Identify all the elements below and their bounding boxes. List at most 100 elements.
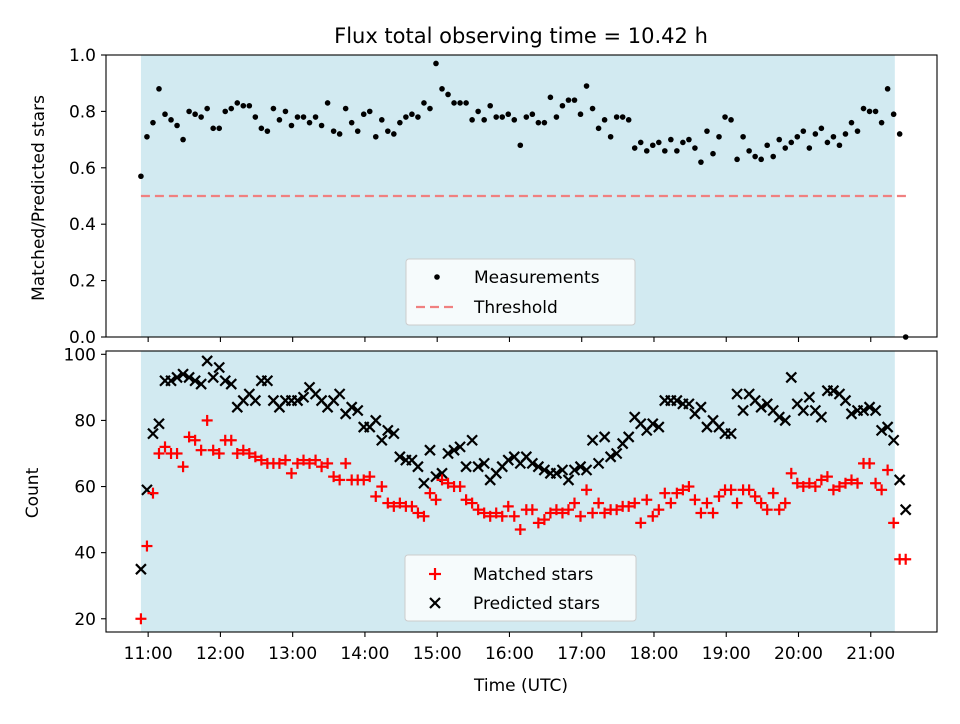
measurement-point <box>782 145 789 151</box>
x-tick-label: 13:00 <box>268 644 317 664</box>
matched-star-point <box>249 451 261 463</box>
chart-title: Flux total observing time = 10.42 h <box>334 24 708 48</box>
predicted-star-point <box>653 421 665 433</box>
predicted-star-point <box>213 361 225 374</box>
matched-star-point <box>611 504 623 516</box>
matched-star-point <box>243 447 255 459</box>
matched-star-point <box>852 477 864 489</box>
matched-star-point <box>340 457 352 469</box>
measurement-point <box>643 148 650 154</box>
measurement-point <box>312 114 319 120</box>
matched-star-point <box>358 474 370 486</box>
measurement-point <box>559 102 566 109</box>
predicted-star-point <box>580 464 593 476</box>
matched-star-point <box>195 444 207 456</box>
matched-star-point <box>484 510 496 522</box>
predicted-star-point <box>261 374 274 387</box>
matched-star-point <box>370 490 382 502</box>
matched-star-point <box>791 477 803 489</box>
measurement-point <box>318 122 325 129</box>
measurement-point <box>662 148 668 154</box>
top-y-tick-label: 0.4 <box>69 215 96 235</box>
predicted-star-point <box>857 404 870 417</box>
matched-star-point <box>671 487 683 499</box>
bottom-y-tick-label: 100 <box>64 345 96 365</box>
measurement-point <box>631 145 638 151</box>
matched-star-point <box>701 497 713 509</box>
predicted-star-point <box>773 411 786 423</box>
measurement-point <box>523 114 530 120</box>
predicted-star-point <box>351 404 364 417</box>
measurement-point <box>276 117 283 123</box>
matched-star-point <box>291 457 303 469</box>
measurement-point <box>210 125 216 132</box>
predicted-star-point <box>424 444 436 456</box>
matched-star-point <box>430 494 442 506</box>
predicted-star-point <box>550 467 563 480</box>
matched-star-point <box>695 507 707 519</box>
matched-star-point <box>207 444 219 456</box>
matched-star-point <box>526 504 538 516</box>
matched-star-point <box>581 484 593 496</box>
matched-star-point <box>587 507 599 519</box>
matched-star-point <box>334 474 346 486</box>
predicted-star-point <box>863 401 876 413</box>
matched-star-point <box>496 510 508 522</box>
matched-star-point <box>141 540 153 552</box>
measurement-point <box>216 125 223 132</box>
predicted-star-point <box>695 401 707 413</box>
bottom-y-tick-label: 40 <box>74 544 96 564</box>
top-y-tick-label: 0.0 <box>69 328 96 348</box>
matched-star-point <box>629 497 641 509</box>
measurement-point <box>138 173 144 180</box>
legend-predicted-label: Predicted stars <box>473 594 600 614</box>
matched-star-point <box>285 467 297 479</box>
measurement-point <box>204 105 210 112</box>
measurement-point <box>475 108 481 115</box>
bottom-y-tick-label: 20 <box>74 610 96 630</box>
matched-star-point <box>821 471 833 483</box>
matched-star-point <box>773 504 785 516</box>
measurement-point <box>282 108 289 115</box>
matched-star-point <box>490 507 502 519</box>
predicted-star-point <box>779 414 792 427</box>
measurement-point <box>493 114 500 120</box>
measurement-point <box>198 114 204 120</box>
measurement-point <box>186 108 192 115</box>
matched-star-point <box>394 497 406 509</box>
matched-star-point <box>310 454 322 466</box>
matched-star-point <box>785 467 797 479</box>
measurement-point <box>433 60 439 67</box>
legend-threshold-label: Threshold <box>473 298 558 318</box>
measurement-point <box>547 94 554 101</box>
predicted-star-point <box>610 447 623 460</box>
predicted-star-point <box>827 384 840 397</box>
x-tick-label: 16:00 <box>485 644 534 664</box>
measurement-point <box>884 86 891 92</box>
matched-star-point <box>225 434 237 446</box>
measurement-point <box>607 133 614 140</box>
matched-star-point <box>635 517 647 529</box>
predicted-star-point <box>219 374 232 387</box>
measurement-point <box>655 139 662 146</box>
predicted-star-point <box>418 477 430 490</box>
predicted-star-point <box>839 394 852 407</box>
matched-star-point <box>659 487 671 499</box>
predicted-star-point <box>731 388 743 400</box>
measurement-point <box>469 117 475 123</box>
measurement-point <box>872 108 879 115</box>
measurement-point <box>553 114 560 120</box>
measurement-point <box>686 136 692 143</box>
predicted-star-point <box>165 374 177 387</box>
top-axes-frame <box>105 54 938 338</box>
measurement-point <box>421 100 427 106</box>
measurement-point <box>228 105 235 112</box>
x-tick-label: 19:00 <box>702 644 751 664</box>
predicted-star-point <box>249 394 262 407</box>
top-legend: Measurements Threshold <box>405 258 636 326</box>
matched-star-point <box>388 500 400 512</box>
measurement-point <box>878 119 885 126</box>
matched-star-point <box>514 524 526 536</box>
measurement-point <box>728 117 734 123</box>
